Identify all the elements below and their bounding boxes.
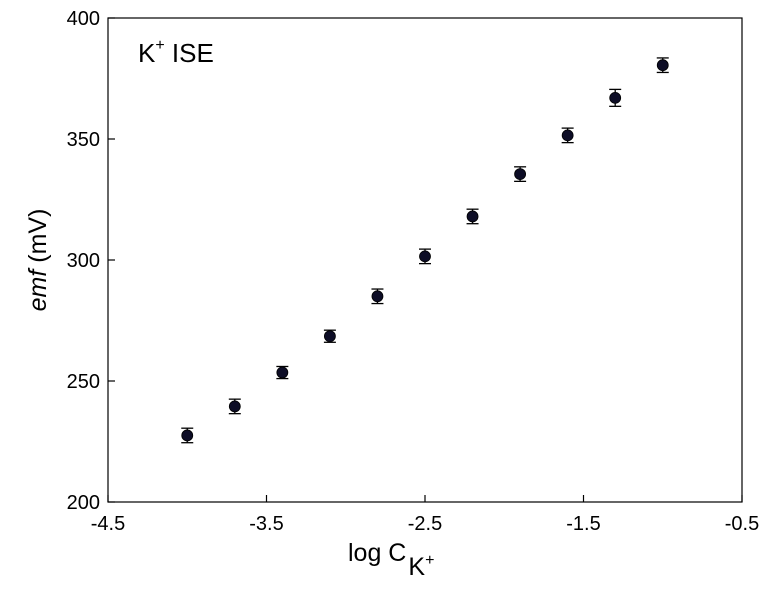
inset-label-ion: K <box>138 38 156 68</box>
y-axis-ticks: 200 250 300 350 400 <box>67 8 115 514</box>
data-point-marker <box>609 91 622 104</box>
x-axis-title-subscript: K <box>408 553 425 581</box>
data-point <box>419 248 431 265</box>
x-axis-title-subscript-charge: + <box>425 552 434 569</box>
x-tick-label: -0.5 <box>725 513 759 535</box>
inset-label-rest: ISE <box>165 38 214 68</box>
data-point-marker <box>276 366 289 379</box>
data-point <box>371 288 384 305</box>
data-point <box>609 88 622 107</box>
y-tick-label: 200 <box>67 492 100 514</box>
data-point <box>276 365 289 380</box>
data-point-marker <box>656 59 669 72</box>
data-point-marker <box>466 210 479 223</box>
inset-label: K+ ISE <box>138 37 214 68</box>
data-point-marker <box>561 129 574 142</box>
data-point <box>466 208 479 225</box>
data-points <box>181 57 669 444</box>
data-point-marker <box>228 400 241 413</box>
data-point <box>561 127 574 144</box>
y-axis-title-rest: (mV) <box>24 209 52 270</box>
y-axis-title-italic: emf <box>24 267 52 312</box>
x-tick-label: -1.5 <box>566 513 600 535</box>
y-tick-label: 300 <box>67 250 100 272</box>
data-point-marker <box>323 330 336 343</box>
data-point <box>228 398 241 415</box>
inset-label-charge: + <box>155 37 164 54</box>
data-point <box>181 427 194 444</box>
data-point <box>656 57 669 74</box>
y-axis-title: emf (mV) <box>24 209 52 312</box>
data-point-marker <box>371 290 384 303</box>
data-point-marker <box>419 250 431 263</box>
y-tick-label: 400 <box>67 8 100 30</box>
data-point-marker <box>181 429 194 442</box>
x-axis-title: log CK+ <box>348 539 434 581</box>
x-axis-ticks: -4.5 -3.5 -2.5 -1.5 -0.5 <box>91 495 759 535</box>
x-tick-label: -2.5 <box>408 513 442 535</box>
x-axis-title-main: log C <box>348 539 406 567</box>
y-tick-label: 350 <box>67 129 100 151</box>
data-point <box>323 329 336 343</box>
data-point <box>514 166 527 183</box>
data-point-marker <box>514 168 526 180</box>
y-tick-label: 250 <box>67 371 100 393</box>
x-tick-label: -4.5 <box>91 513 125 535</box>
x-tick-label: -3.5 <box>249 513 283 535</box>
